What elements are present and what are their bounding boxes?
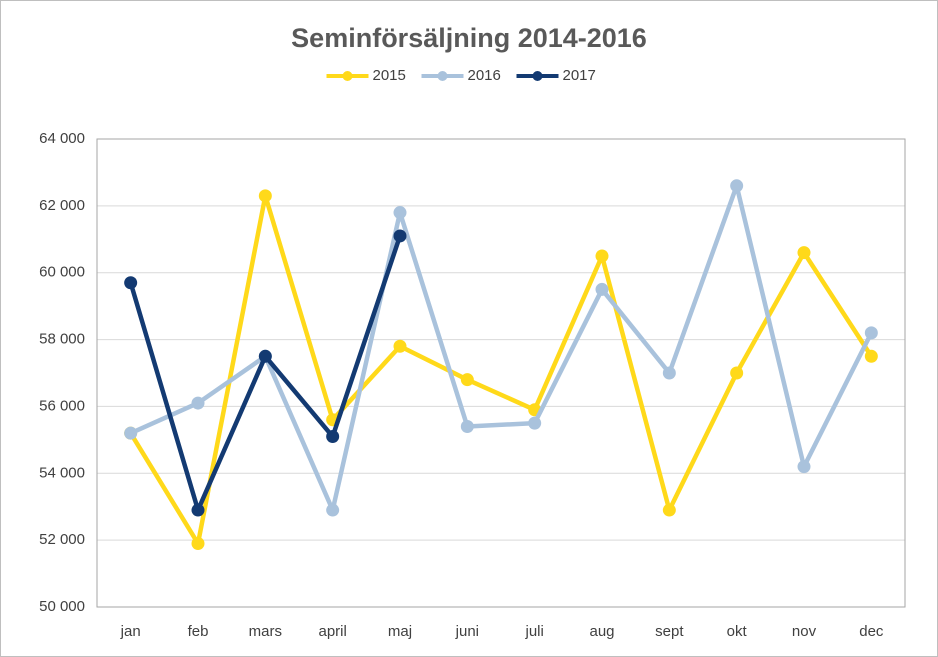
legend-marker xyxy=(342,71,353,81)
y-tick-label: 58 000 xyxy=(39,331,85,348)
y-tick-label: 64 000 xyxy=(39,130,85,147)
data-point xyxy=(258,349,272,363)
data-point xyxy=(124,426,138,440)
data-point xyxy=(191,536,205,550)
data-point xyxy=(662,366,676,380)
data-point xyxy=(460,373,474,387)
chart-title: Seminförsäljning 2014-2016 xyxy=(291,23,647,53)
data-point xyxy=(528,416,542,430)
x-tick-label: mars xyxy=(249,623,282,640)
data-point xyxy=(797,460,811,474)
data-point xyxy=(864,349,878,363)
x-tick-label: sept xyxy=(655,623,684,640)
data-point xyxy=(864,326,878,340)
x-tick-label: dec xyxy=(859,623,884,640)
legend-label: 2016 xyxy=(468,67,501,84)
y-tick-label: 56 000 xyxy=(39,397,85,414)
legend-label: 2017 xyxy=(563,67,596,84)
data-point xyxy=(393,206,407,220)
x-tick-label: juli xyxy=(524,623,543,640)
data-point xyxy=(326,430,340,444)
data-point xyxy=(393,339,407,353)
data-point xyxy=(393,229,407,243)
data-point xyxy=(191,396,205,410)
y-tick-label: 54 000 xyxy=(39,464,85,481)
data-point xyxy=(595,282,609,296)
y-tick-label: 50 000 xyxy=(39,598,85,615)
plot-border xyxy=(96,138,906,608)
x-tick-label: okt xyxy=(727,623,748,640)
y-tick-label: 52 000 xyxy=(39,531,85,548)
series-line xyxy=(128,193,874,546)
x-tick-label: jan xyxy=(120,623,141,640)
data-point xyxy=(191,503,205,517)
data-point xyxy=(797,246,811,260)
x-tick-label: nov xyxy=(792,623,817,640)
x-tick-label: maj xyxy=(388,623,412,640)
data-point xyxy=(460,419,474,433)
data-point xyxy=(595,249,609,263)
series-line xyxy=(129,183,874,513)
legend-marker xyxy=(532,71,543,81)
x-tick-label: aug xyxy=(589,623,614,640)
y-tick-label: 62 000 xyxy=(39,197,85,214)
data-point xyxy=(326,503,340,517)
y-tick-label: 60 000 xyxy=(39,264,85,281)
data-point xyxy=(730,366,744,380)
data-point xyxy=(730,179,744,193)
x-tick-label: feb xyxy=(188,623,209,640)
legend-marker xyxy=(437,71,448,81)
data-point xyxy=(124,276,138,290)
x-tick-label: april xyxy=(318,623,346,640)
data-point xyxy=(662,503,676,517)
data-point xyxy=(258,189,272,203)
x-tick-label: juni xyxy=(455,623,479,640)
legend-label: 2015 xyxy=(373,67,406,84)
